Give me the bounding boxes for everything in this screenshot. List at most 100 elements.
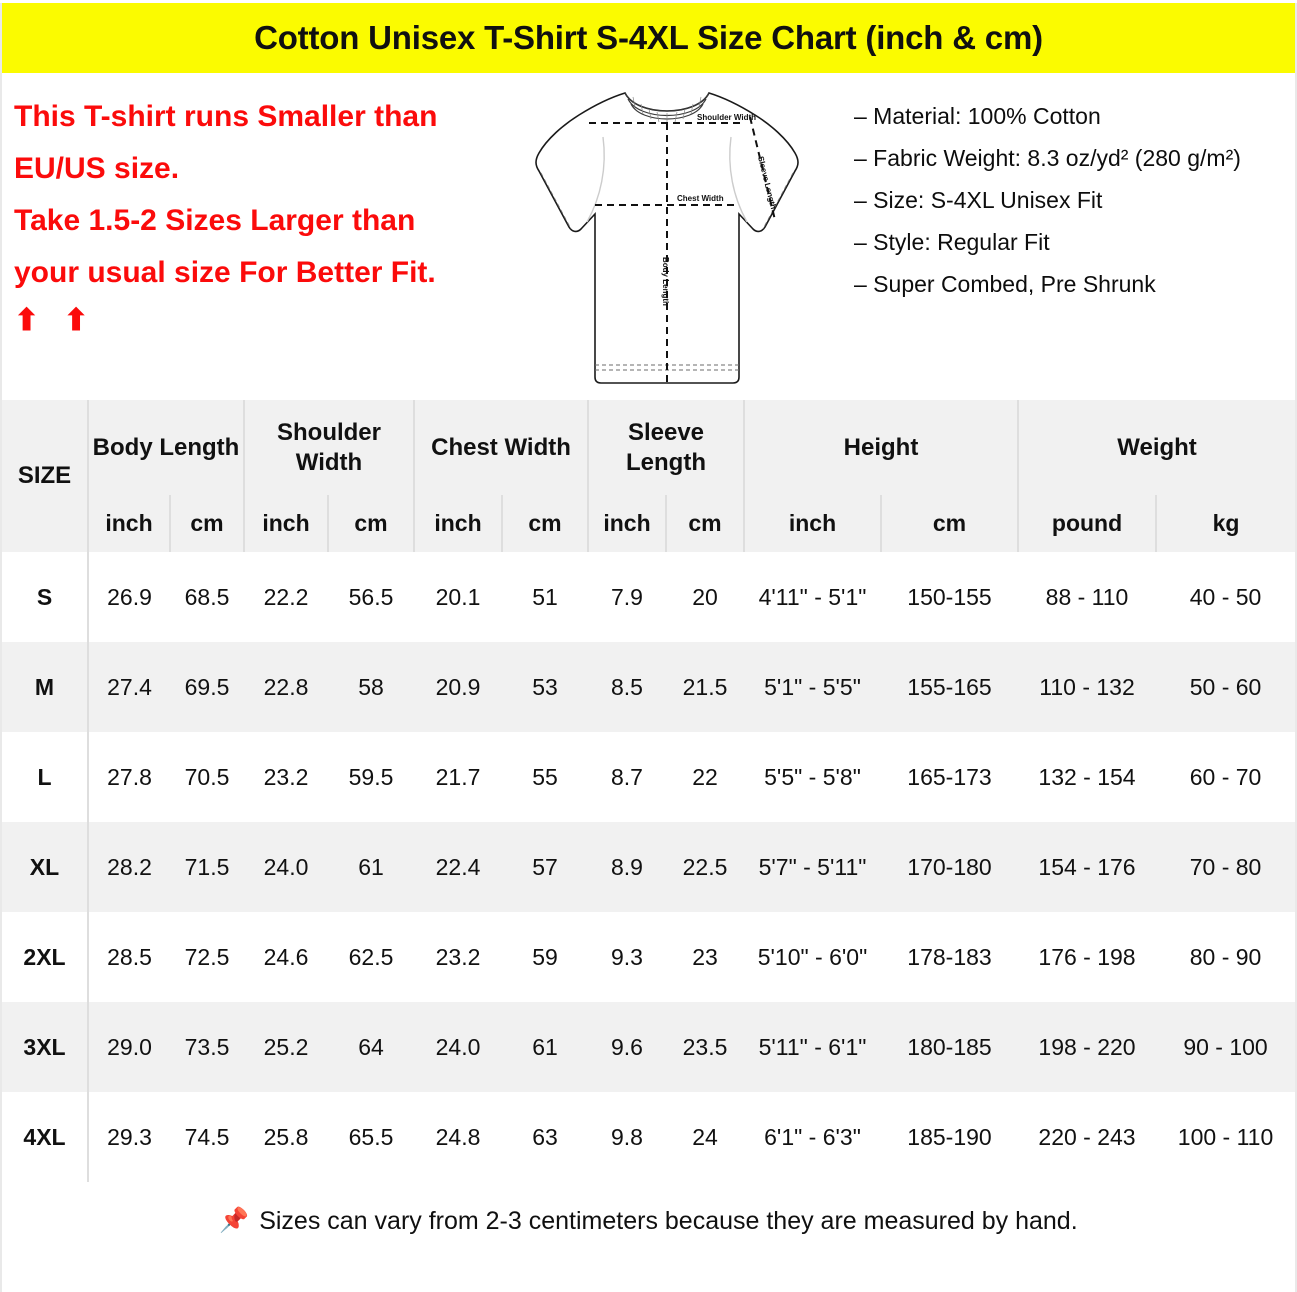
cell-chest-width-cm: 59 [502,912,588,1002]
unit-sleeve-length-cm: cm [665,495,744,552]
unit-height-inch: inch [743,495,881,552]
table-head-groups: SIZE Body Length Shoulder Width Chest Wi… [2,400,1296,552]
cell-weight-pound: 198 - 220 [1018,1002,1157,1092]
row-size: L [2,732,89,822]
cell-shoulder-width-inch: 23.2 [244,732,328,822]
cell-sleeve-length-cm: 20 [666,552,744,642]
notice-line-4: your usual size For Better Fit. [14,256,436,289]
spec-fabric-weight: – Fabric Weight: 8.3 oz/yd² (280 g/m²) [854,145,1241,171]
cell-sleeve-length-cm: 24 [666,1092,744,1182]
cell-sleeve-length-inch: 7.9 [588,552,666,642]
cell-body-length-inch: 28.2 [88,822,170,912]
cell-chest-width-inch: 24.0 [414,1002,502,1092]
unit-height-cm: cm [879,495,1019,552]
cell-body-length-cm: 74.5 [170,1092,244,1182]
cell-shoulder-width-cm: 59.5 [328,732,414,822]
cell-body-length-inch: 29.3 [88,1092,170,1182]
cell-shoulder-width-inch: 24.0 [244,822,328,912]
cell-body-length-inch: 28.5 [88,912,170,1002]
cell-body-length-inch: 29.0 [88,1002,170,1092]
unit-chest-width-cm: cm [501,495,588,552]
label-chest-width: Chest Width [677,194,724,203]
cell-body-length-cm: 73.5 [170,1002,244,1092]
cell-body-length-inch: 26.9 [88,552,170,642]
cell-chest-width-cm: 61 [502,1002,588,1092]
row-size: M [2,642,89,732]
colgroup-shoulder-width: Shoulder Width [243,400,414,495]
cell-body-length-cm: 68.5 [170,552,244,642]
col-size: SIZE [2,400,88,552]
label-body-length: Body Length [661,257,670,306]
cell-body-length-cm: 72.5 [170,912,244,1002]
cell-sleeve-length-inch: 9.3 [588,912,666,1002]
colgroup-weight: Weight [1017,400,1296,495]
cell-sleeve-length-cm: 22 [666,732,744,822]
cell-shoulder-width-cm: 56.5 [328,552,414,642]
cell-weight-pound: 176 - 198 [1018,912,1157,1002]
cell-chest-width-inch: 24.8 [414,1092,502,1182]
cell-sleeve-length-inch: 9.6 [588,1002,666,1092]
cell-height-cm: 170-180 [881,822,1019,912]
t-shirt-diagram: Shoulder Width Chest Width Sleeve Length… [502,73,832,397]
cell-height-cm: 178-183 [881,912,1019,1002]
size-table: SIZE Body Length Shoulder Width Chest Wi… [2,400,1296,1182]
notice-line-3: Take 1.5-2 Sizes Larger than [14,204,416,237]
cell-height-cm: 185-190 [881,1092,1019,1182]
unit-weight-pound: pound [1017,495,1157,552]
cell-sleeve-length-cm: 23.5 [666,1002,744,1092]
colgroup-sleeve-length: Sleeve Length [587,400,744,495]
cell-height-inch: 5'1" - 5'5" [744,642,881,732]
cell-height-inch: 6'1" - 6'3" [744,1092,881,1182]
cell-body-length-cm: 71.5 [170,822,244,912]
cell-sleeve-length-cm: 21.5 [666,642,744,732]
footer-note: 📌 Sizes can vary from 2-3 centimeters be… [2,1182,1295,1260]
cell-sleeve-length-inch: 8.5 [588,642,666,732]
cell-shoulder-width-inch: 25.2 [244,1002,328,1092]
cell-weight-kg: 70 - 80 [1156,822,1296,912]
cell-sleeve-length-cm: 23 [666,912,744,1002]
spec-material: – Material: 100% Cotton [854,103,1101,129]
cell-shoulder-width-inch: 25.8 [244,1092,328,1182]
cell-chest-width-cm: 63 [502,1092,588,1182]
cell-chest-width-inch: 20.1 [414,552,502,642]
unit-body-length-inch: inch [87,495,170,552]
colgroup-chest-width: Chest Width [413,400,588,495]
unit-chest-width-inch: inch [413,495,502,552]
table-row: L 27.8 70.5 23.2 59.5 21.7 55 8.7 22 5'5… [2,732,1296,822]
t-shirt-illustration: Shoulder Width Chest Width Sleeve Length… [535,92,799,384]
product-specs: – Material: 100% Cotton – Fabric Weight:… [832,73,1295,305]
cell-body-length-cm: 69.5 [170,642,244,732]
cell-shoulder-width-inch: 22.8 [244,642,328,732]
table-row: M 27.4 69.5 22.8 58 20.9 53 8.5 21.5 5'1… [2,642,1296,732]
info-area: This T-shirt runs Smaller than EU/US siz… [2,73,1295,400]
cell-height-inch: 5'5" - 5'8" [744,732,881,822]
cell-chest-width-cm: 51 [502,552,588,642]
table-head-units: inch cm inch cm inch cm inch cm inch cm … [2,495,1296,552]
cell-shoulder-width-cm: 64 [328,1002,414,1092]
size-chart-page: Cotton Unisex T-Shirt S-4XL Size Chart (… [0,3,1297,1292]
cell-height-cm: 165-173 [881,732,1019,822]
cell-weight-kg: 80 - 90 [1156,912,1296,1002]
cell-weight-kg: 50 - 60 [1156,642,1296,732]
cell-chest-width-inch: 22.4 [414,822,502,912]
page-title: Cotton Unisex T-Shirt S-4XL Size Chart (… [254,19,1043,56]
row-size: S [2,552,89,642]
table-body: S 26.9 68.5 22.2 56.5 20.1 51 7.9 20 4'1… [2,552,1296,1182]
title-banner: Cotton Unisex T-Shirt S-4XL Size Chart (… [2,3,1295,73]
cell-weight-pound: 110 - 132 [1018,642,1157,732]
cell-chest-width-cm: 57 [502,822,588,912]
cell-chest-width-inch: 20.9 [414,642,502,732]
cell-height-inch: 5'7" - 5'11" [744,822,881,912]
table-row: 4XL 29.3 74.5 25.8 65.5 24.8 63 9.8 24 6… [2,1092,1296,1182]
table-row: S 26.9 68.5 22.2 56.5 20.1 51 7.9 20 4'1… [2,552,1296,642]
row-size: XL [2,822,89,912]
unit-sleeve-length-inch: inch [587,495,666,552]
sizing-notice: This T-shirt runs Smaller than EU/US siz… [2,73,502,343]
cell-sleeve-length-inch: 8.9 [588,822,666,912]
cell-height-inch: 4'11" - 5'1" [744,552,881,642]
cell-weight-pound: 154 - 176 [1018,822,1157,912]
unit-body-length-cm: cm [169,495,244,552]
notice-line-1: This T-shirt runs Smaller than [14,100,438,133]
table-row: XL 28.2 71.5 24.0 61 22.4 57 8.9 22.5 5'… [2,822,1296,912]
colgroup-body-length: Body Length [87,400,244,495]
